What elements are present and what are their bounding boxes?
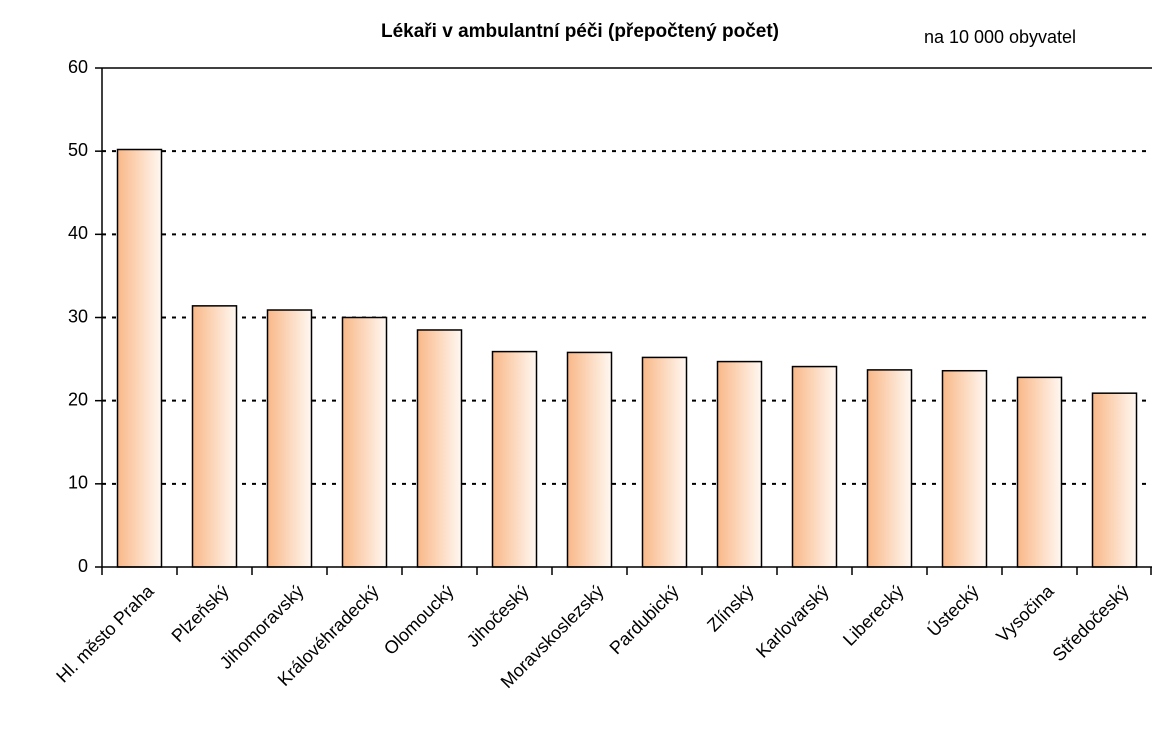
bar — [266, 309, 313, 568]
x-tick-label: Liberecký — [839, 581, 908, 650]
x-tick-label: Plzeňský — [168, 581, 233, 646]
bar — [1016, 376, 1063, 568]
x-tick-label: Vysočina — [992, 580, 1058, 646]
bar — [716, 360, 763, 568]
x-tick-label: Olomoucký — [380, 581, 458, 659]
x-tick-label: Jihočeský — [463, 581, 533, 651]
bar — [416, 329, 463, 568]
x-tick-label: Hl. město Praha — [52, 580, 158, 686]
y-tick-label: 20 — [68, 389, 88, 409]
bar — [191, 305, 238, 568]
x-tick-label: Zlínský — [703, 581, 757, 635]
bar — [491, 350, 538, 568]
x-tick-label: Pardubický — [606, 581, 683, 658]
bar — [116, 148, 163, 568]
x-tick-label: Karlovarský — [752, 581, 833, 662]
x-tick-label: Středočeský — [1049, 581, 1133, 665]
bar — [791, 365, 838, 568]
chart-title: Lékaři v ambulantní péči (přepočtený poč… — [381, 21, 779, 42]
bar — [641, 356, 688, 568]
y-tick-label: 30 — [68, 306, 88, 326]
x-tick-label: Ústecký — [923, 580, 983, 640]
bar — [341, 316, 388, 568]
y-tick-label: 50 — [68, 140, 88, 160]
bar — [866, 369, 913, 568]
y-tick-label: 0 — [78, 556, 88, 576]
y-tick-label: 60 — [68, 57, 88, 77]
chart-subtitle: na 10 000 obyvatel — [924, 27, 1076, 47]
y-tick-label: 10 — [68, 473, 88, 493]
bar — [1091, 392, 1138, 568]
y-tick-label: 40 — [68, 223, 88, 243]
bar — [941, 369, 988, 568]
bar — [566, 351, 613, 568]
